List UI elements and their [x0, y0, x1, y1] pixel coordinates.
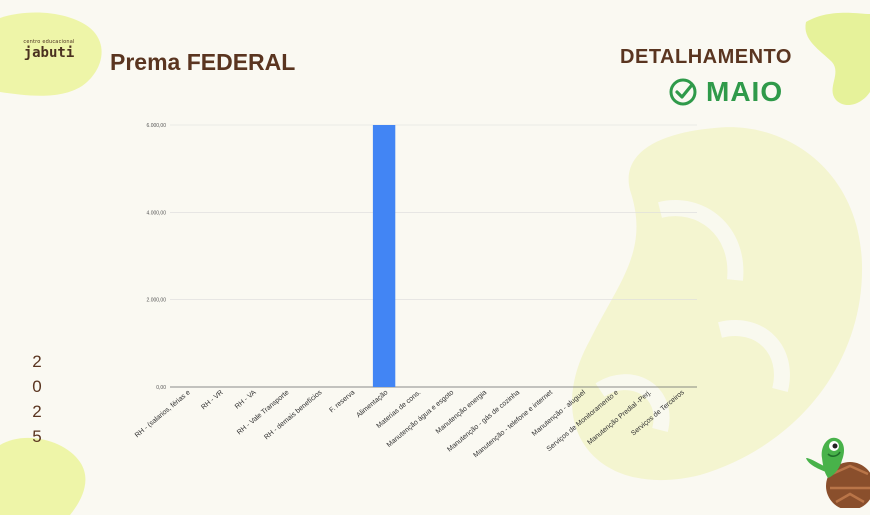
month-row: MAIO — [668, 76, 783, 108]
top-left-blob — [0, 12, 102, 96]
logo-subtitle: centro educacional — [23, 39, 75, 45]
x-tick-label: RH - VR — [200, 389, 224, 411]
y-tick-label: 2.000,00 — [147, 298, 167, 304]
year-digit: 5 — [32, 427, 42, 446]
y-tick-label: 6.000,00 — [147, 123, 167, 129]
page-title: Prema FEDERAL — [110, 49, 296, 75]
bar — [372, 125, 396, 387]
logo-name: jabuti — [23, 45, 75, 61]
year-digit: 0 — [32, 377, 42, 396]
y-tick-label: 0,00 — [156, 385, 166, 391]
y-tick-label: 4.000,00 — [147, 210, 167, 216]
x-tick-label: F. reserva — [328, 389, 356, 414]
year-digit: 2 — [32, 352, 42, 371]
x-tick-label: Alimentação — [355, 389, 389, 419]
x-tick-label: Manutenção Predial -Perj. — [586, 389, 653, 446]
detail-title: DETALHAMENTO — [620, 46, 792, 68]
turtle-mascot-icon — [806, 437, 870, 508]
x-tick-label: Manutenção - aluguel — [531, 389, 587, 438]
x-tick-label: Manutenção água e esgoto — [386, 389, 456, 449]
month-label: MAIO — [706, 76, 784, 107]
x-tick-label: RH - demais benefícios — [263, 389, 324, 441]
check-circle-icon — [669, 78, 697, 106]
year-vertical: 2 0 2 5 — [30, 352, 44, 452]
bottom-left-blob — [0, 437, 86, 515]
turtle-shell-pattern — [595, 200, 790, 432]
x-tick-label: RH - (salarios, férias e — [134, 389, 192, 439]
logo: centro educacional jabuti — [14, 39, 84, 61]
top-right-leaf — [805, 12, 870, 106]
year-digit: 2 — [32, 402, 42, 421]
x-tick-label: RH - VA — [234, 389, 258, 411]
